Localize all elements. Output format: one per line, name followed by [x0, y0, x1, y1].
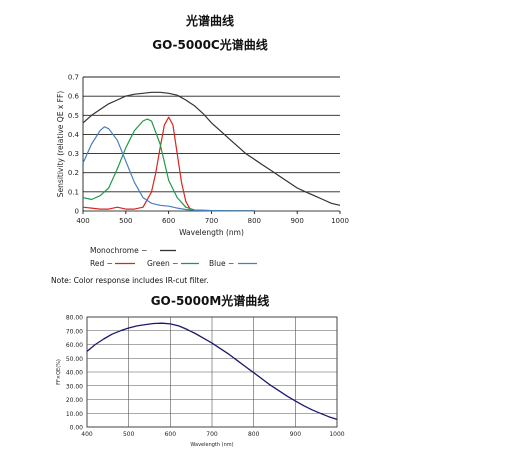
color-spectral-chart: 0 0.1 0.2 0.3 0.4 0.5 0.6 0.7 400 500 600 700 800 900…	[56, 74, 349, 269]
chart-title-color: GO-5000C光谱曲线	[152, 38, 268, 52]
y-tick-label: 10.00	[66, 411, 83, 418]
y-tick-label: 0.4	[68, 131, 80, 139]
y-tick-label: 30.00	[66, 383, 83, 390]
x-axis-label: Wavelength (nm)	[190, 442, 233, 448]
y-tick-label: 0	[75, 208, 79, 216]
x-tick-label: 800	[248, 431, 260, 438]
legend-label-green: Green −	[147, 259, 178, 268]
x-tick-label: 500	[123, 431, 135, 438]
series-line-blue	[82, 126, 255, 212]
x-tick-label: 1000	[331, 217, 349, 225]
y-tick-label: 0.2	[68, 169, 79, 177]
y-tick-label: 50.00	[66, 356, 83, 363]
y-tick-label: 0.7	[68, 74, 79, 82]
y-tick-label: 80.00	[66, 315, 83, 322]
x-tick-label: 400	[76, 217, 89, 225]
x-tick-label: 800	[248, 217, 261, 225]
y-axis-label: Sensitivity (relative QE x FF)	[56, 91, 65, 198]
y-tick-label: 0.6	[68, 93, 80, 101]
x-tick-label: 600	[165, 431, 177, 438]
legend-label-blue: Blue −	[209, 259, 234, 268]
x-tick-label: 1000	[329, 431, 344, 438]
y-tick-label: 40.00	[66, 370, 83, 377]
x-tick-label: 600	[162, 217, 175, 225]
legend-label-red: Red −	[90, 259, 113, 268]
y-tick-label: 60.00	[66, 342, 83, 349]
y-tick-label: 20.00	[66, 397, 83, 404]
page-title: 光谱曲线	[185, 14, 234, 28]
series-line-response	[86, 322, 338, 421]
y-tick-label: 0.00	[70, 425, 84, 432]
y-tick-label: 0.3	[68, 150, 79, 158]
x-tick-label: 400	[81, 431, 93, 438]
y-axis-label: FF×QE(%)	[56, 359, 62, 385]
x-tick-label: 700	[206, 431, 218, 438]
x-tick-label: 900	[290, 431, 302, 438]
y-tick-label: 70.00	[66, 328, 83, 335]
y-tick-label: 0.5	[68, 112, 79, 120]
y-tick-label: 0.1	[68, 188, 79, 196]
chart-title-mono: GO-5000M光谱曲线	[150, 294, 270, 308]
note-text: Note: Color response includes IR-cut fil…	[51, 276, 209, 285]
x-tick-label: 700	[205, 217, 218, 225]
x-tick-label: 500	[119, 217, 132, 225]
x-axis-label: Wavelength (nm)	[179, 228, 244, 237]
series-line-monochrome	[82, 91, 341, 206]
x-tick-label: 900	[290, 217, 303, 225]
legend-label-monochrome: Monochrome −	[90, 246, 147, 255]
